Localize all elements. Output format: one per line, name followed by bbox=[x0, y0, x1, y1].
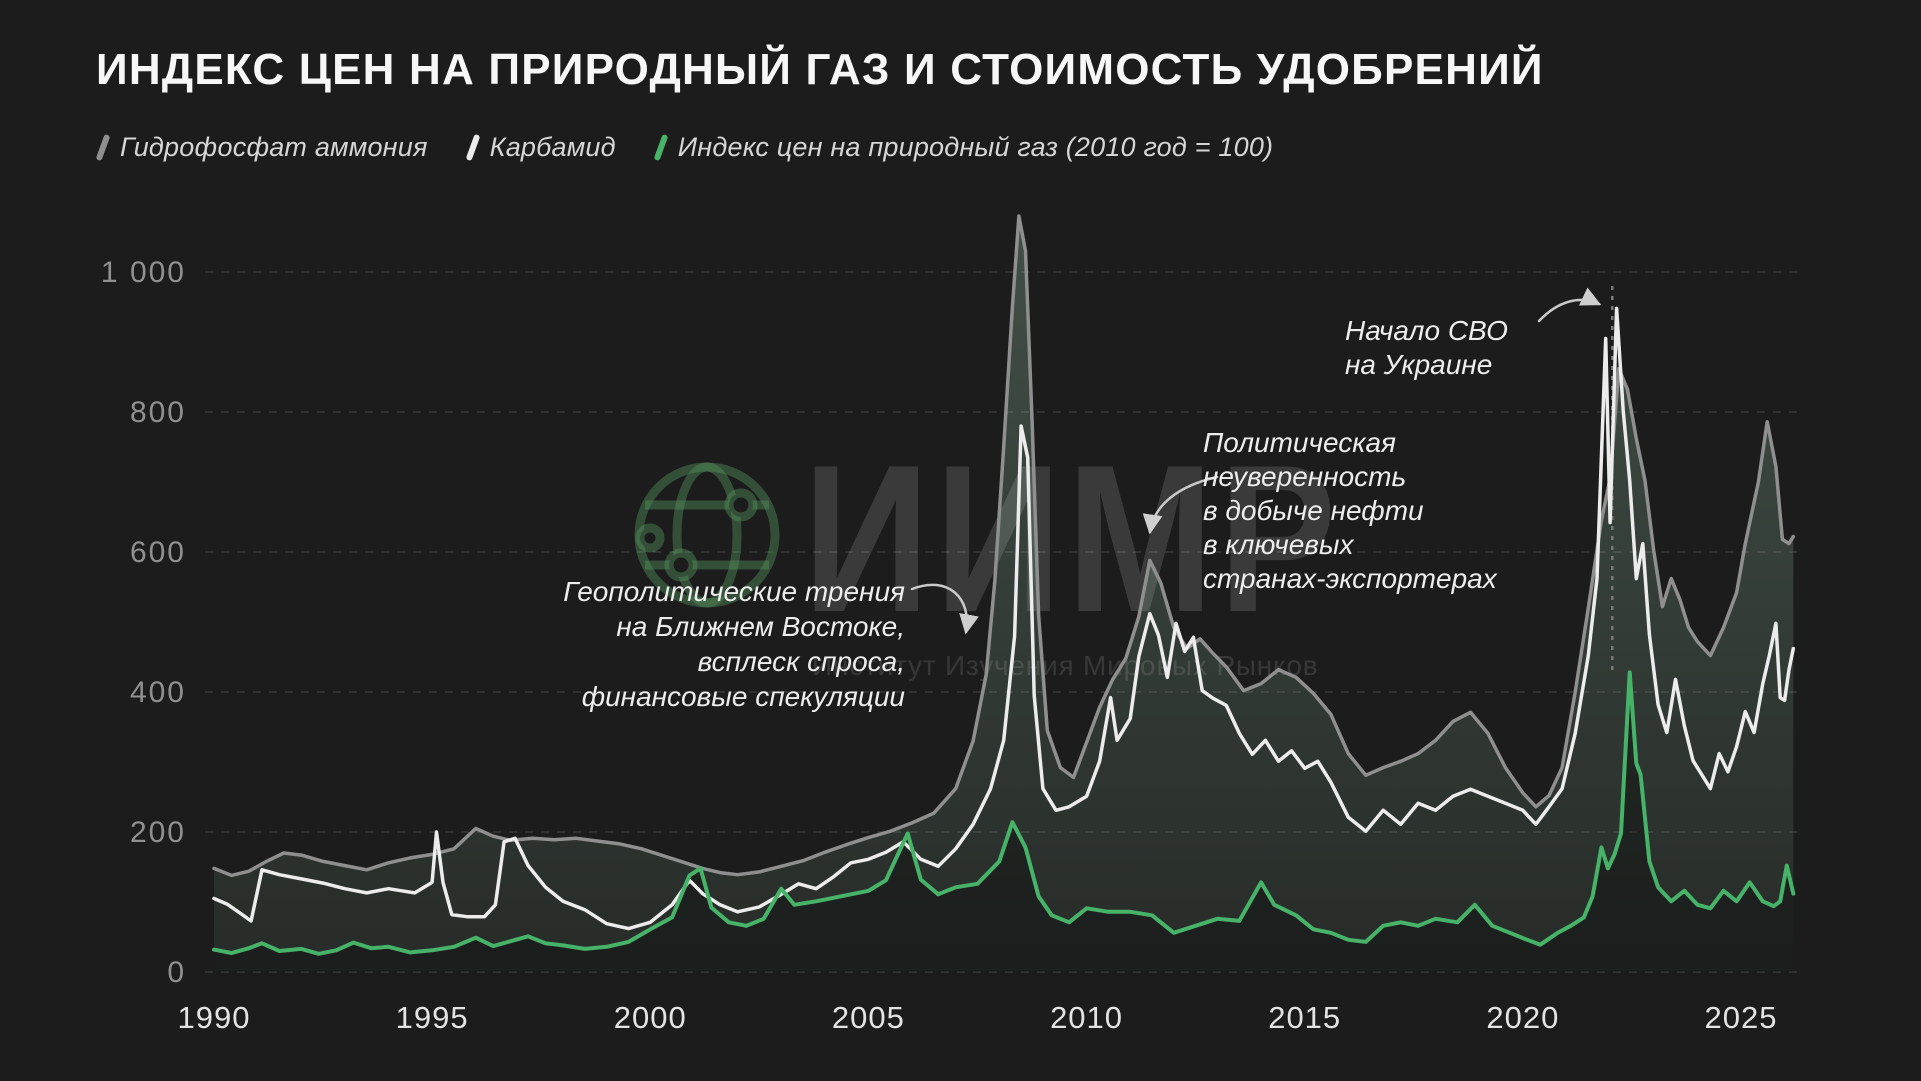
x-axis-label: 1990 bbox=[178, 1000, 251, 1035]
y-axis-label: 1 000 bbox=[101, 256, 186, 289]
x-axis-label: 2020 bbox=[1486, 1000, 1559, 1035]
annotation-svo-start: Начало СВО на Украине bbox=[1345, 314, 1508, 382]
x-axis-label: 2025 bbox=[1704, 1000, 1777, 1035]
area-fill-gas bbox=[214, 672, 1794, 972]
annotation-line: Геополитические трения bbox=[563, 576, 905, 607]
y-axis-label: 800 bbox=[130, 396, 186, 429]
annotation-political-uncertainty: Политическая неуверенность в добыче нефт… bbox=[1203, 426, 1497, 596]
annotation-line: на Ближнем Востоке, bbox=[616, 611, 905, 642]
legend-item-urea: Карбамид bbox=[465, 132, 616, 163]
annotation-line: в добыче нефти bbox=[1203, 495, 1424, 526]
annotation-line: Политическая bbox=[1203, 427, 1397, 458]
y-axis-label: 200 bbox=[130, 816, 186, 849]
x-axis-label: 1995 bbox=[396, 1000, 469, 1035]
annotation-line: финансовые спекуляции bbox=[581, 681, 905, 712]
legend-label-urea: Карбамид bbox=[489, 132, 616, 162]
y-axis-label: 0 bbox=[167, 956, 186, 989]
dap-slash-icon bbox=[95, 133, 111, 162]
annotation-line: неуверенность bbox=[1203, 461, 1407, 492]
y-axis-label: 400 bbox=[130, 676, 186, 709]
page-title: ИНДЕКС ЦЕН НА ПРИРОДНЫЙ ГАЗ И СТОИМОСТЬ … bbox=[96, 45, 1544, 94]
urea-slash-icon bbox=[465, 133, 481, 162]
legend: Гидрофосфат аммония Карбамид Индекс цен … bbox=[95, 132, 1274, 163]
legend-label-gas: Индекс цен на природный газ (2010 год = … bbox=[677, 132, 1274, 162]
annotation-geopolitical-tensions: Геополитические трения на Ближнем Восток… bbox=[490, 574, 905, 714]
annotation-line: в ключевых bbox=[1203, 529, 1354, 560]
legend-label-dap: Гидрофосфат аммония bbox=[120, 132, 428, 162]
annotation-line: Начало СВО bbox=[1345, 315, 1508, 346]
arrow-geo-icon bbox=[910, 583, 979, 635]
legend-item-gas: Индекс цен на природный газ (2010 год = … bbox=[653, 132, 1274, 163]
x-axis-label: 2000 bbox=[614, 1000, 687, 1035]
x-axis-label: 2015 bbox=[1268, 1000, 1341, 1035]
x-axis-label: 2005 bbox=[832, 1000, 905, 1035]
arrow-svo-icon bbox=[1537, 287, 1602, 323]
annotation-line: странах-экспортерах bbox=[1203, 563, 1497, 594]
x-axis-label: 2010 bbox=[1050, 1000, 1123, 1035]
annotation-line: на Украине bbox=[1345, 349, 1493, 380]
series-line-0 bbox=[212, 214, 1796, 878]
series-line-1 bbox=[212, 306, 1796, 931]
legend-item-dap: Гидрофосфат аммония bbox=[95, 132, 428, 163]
y-axis-label: 600 bbox=[130, 536, 186, 569]
gas-slash-icon bbox=[653, 133, 669, 162]
series-line-2 bbox=[212, 670, 1796, 956]
annotation-line: всплеск спроса, bbox=[697, 646, 905, 677]
area-fill-dap bbox=[214, 216, 1794, 972]
